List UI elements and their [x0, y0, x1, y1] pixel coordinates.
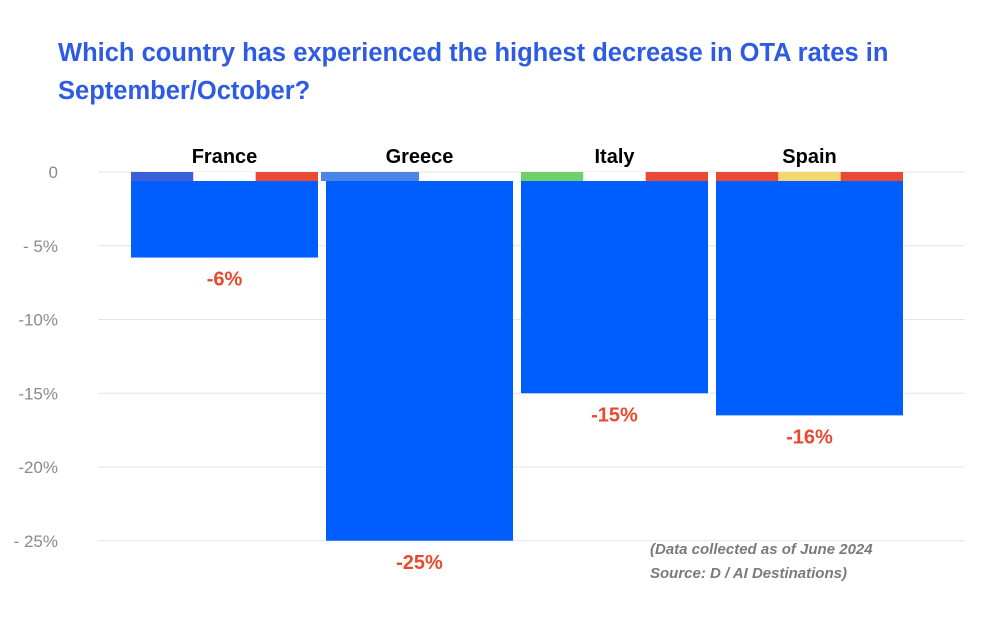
category-label: Italy [594, 146, 635, 168]
y-tick-label: -20% [18, 458, 58, 477]
source-note-line-1: (Data collected as of June 2024 [650, 541, 873, 558]
flag-strip [778, 172, 841, 181]
flag-strip [840, 172, 903, 181]
value-label: -6% [207, 269, 243, 291]
category-label: Spain [782, 146, 836, 168]
source-note-line-2: Source: D / AI Destinations) [650, 565, 847, 582]
flag-strip [131, 172, 194, 181]
y-tick-label: - 25% [14, 532, 58, 551]
flag-strip [716, 172, 779, 181]
bar [716, 181, 903, 416]
chart-title: Which country has experienced the highes… [58, 39, 889, 105]
category-label: France [192, 146, 258, 168]
category-label: Greece [386, 146, 454, 168]
value-label: -25% [396, 552, 443, 574]
y-tick-label: -10% [18, 311, 58, 330]
flag-strip [521, 172, 584, 181]
value-label: -15% [591, 404, 638, 426]
value-label: -16% [786, 426, 833, 448]
y-tick-label: - 5% [23, 237, 58, 256]
y-tick-label: -15% [18, 384, 58, 403]
y-tick-label: 0 [49, 163, 58, 182]
bar [326, 181, 513, 541]
flag-strip [193, 172, 256, 181]
flag-strip [645, 172, 708, 181]
bar [131, 181, 318, 258]
flag-strip [255, 172, 318, 181]
flag-strip [583, 172, 646, 181]
flag-strip [321, 172, 419, 181]
bar [521, 181, 708, 394]
